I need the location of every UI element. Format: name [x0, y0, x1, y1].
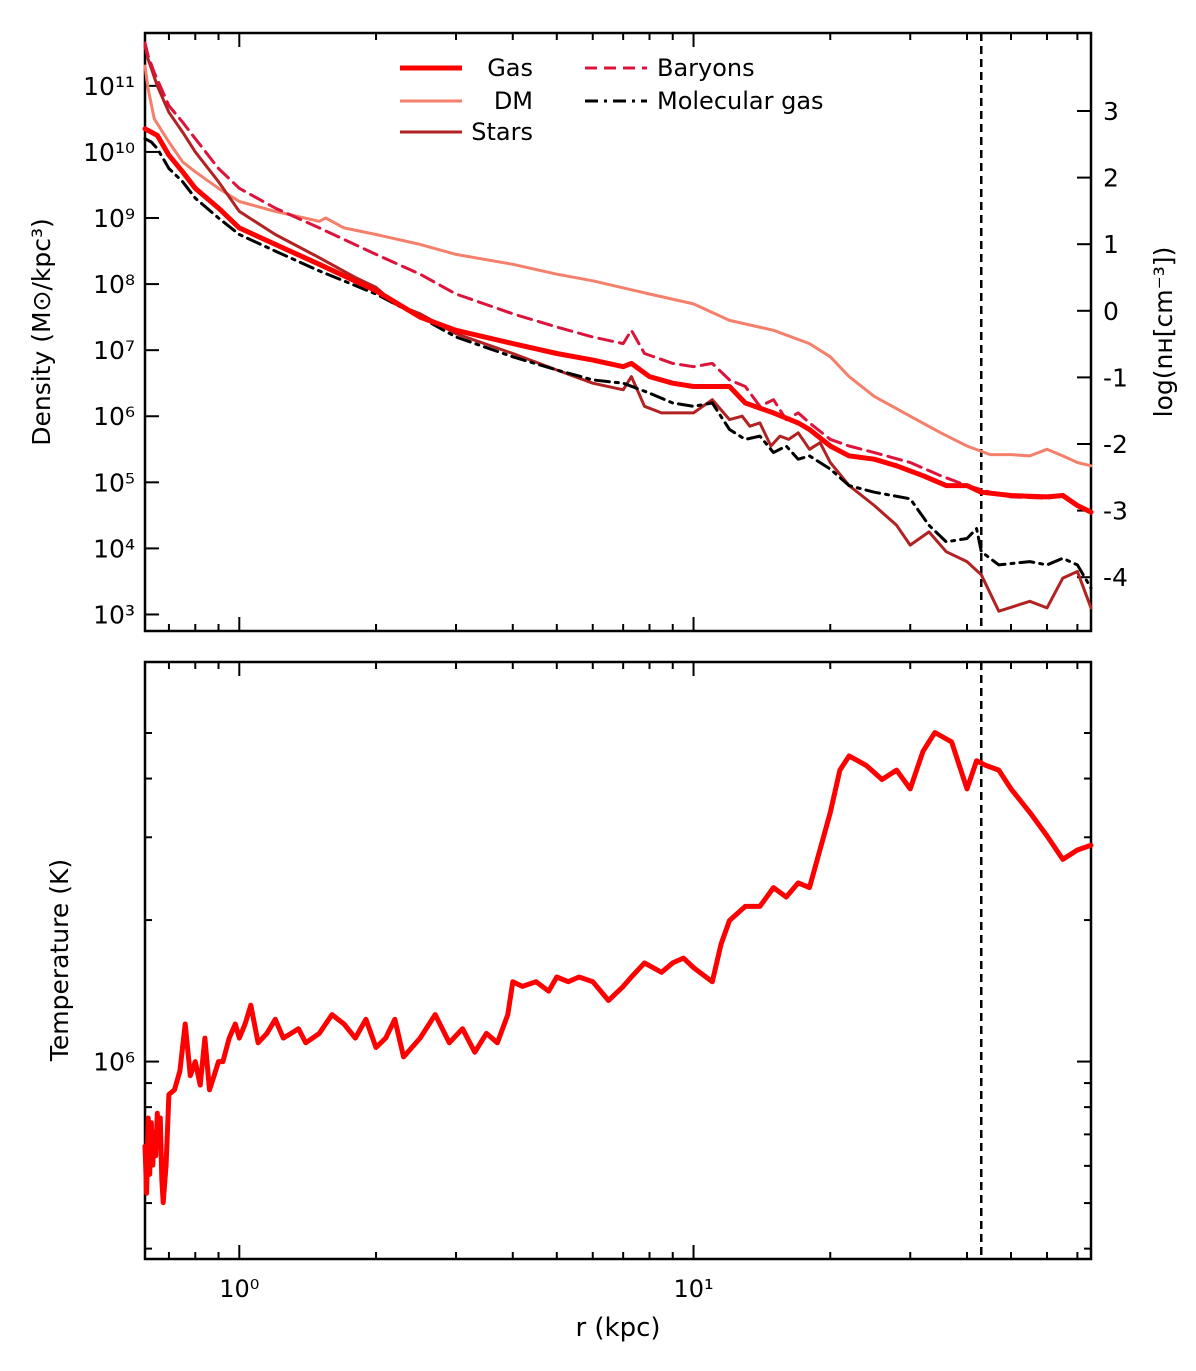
- series-line-molecular: [143, 137, 1093, 590]
- series-line-temperature: [142, 730, 1094, 1206]
- legend-label-dm: DM: [494, 87, 533, 115]
- bottom-y-axis-label: Temperature (K): [45, 859, 74, 1062]
- right-y-tick-label: -1: [1103, 363, 1128, 392]
- legend-label-molecular: Molecular gas: [657, 87, 824, 115]
- top-y-axis-label: Density (M⊙/kpc³): [27, 218, 56, 446]
- right-y-tick-label: 2: [1103, 164, 1119, 193]
- right-y-tick-label: -2: [1103, 430, 1128, 459]
- top-y-tick-label: 10⁹: [93, 204, 135, 233]
- x-tick-label: 10¹: [673, 1275, 713, 1303]
- bottom-panel-frame: [143, 660, 1093, 1261]
- top-y-tick-label: 10¹¹: [83, 72, 135, 101]
- top-y-tick-label: 10⁶: [93, 402, 135, 431]
- top-right-axis-label: log(nʜ[cm⁻³]): [1149, 247, 1178, 418]
- right-y-tick-label: 3: [1103, 97, 1119, 126]
- legend-label-stars: Stars: [471, 118, 533, 146]
- x-tick-label: 10⁰: [219, 1275, 259, 1303]
- top-y-tick-label: 10³: [93, 600, 135, 629]
- top-y-tick-label: 10⁴: [93, 534, 135, 563]
- legend-label-gas: Gas: [487, 54, 533, 82]
- series-line-baryons: [143, 41, 1093, 514]
- series-line-stars: [143, 44, 1093, 613]
- top-y-tick-label: 10⁸: [93, 270, 135, 299]
- right-y-tick-label: -4: [1103, 563, 1128, 592]
- top-panel-frame: [143, 31, 1093, 633]
- legend-label-baryons: Baryons: [657, 54, 755, 82]
- series-line-dm: [143, 64, 1093, 468]
- x-axis-label: r (kpc): [575, 1313, 660, 1343]
- bottom-y-tick-label: 10⁶: [93, 1048, 135, 1077]
- top-y-tick-label: 10¹⁰: [83, 138, 135, 167]
- top-y-tick-label: 10⁵: [93, 468, 135, 497]
- series-line-gas: [142, 126, 1094, 515]
- top-y-tick-label: 10⁷: [93, 336, 135, 365]
- right-y-tick-label: 0: [1103, 297, 1119, 326]
- right-y-tick-label: -3: [1103, 497, 1128, 526]
- right-y-tick-label: 1: [1103, 230, 1119, 259]
